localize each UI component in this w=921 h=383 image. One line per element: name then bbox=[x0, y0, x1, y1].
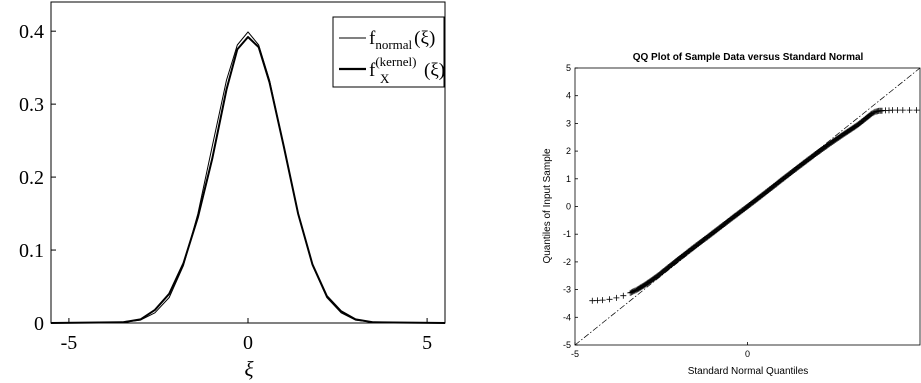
qq-y-tick-label: -3 bbox=[563, 285, 571, 295]
qq-y-tick-label: 3 bbox=[566, 118, 571, 128]
qq-point-marker bbox=[894, 107, 901, 114]
qq-point-marker bbox=[589, 297, 596, 304]
legend-normal-base: f bbox=[369, 28, 376, 49]
left-x-tick-label: 5 bbox=[422, 332, 432, 354]
legend-label-normal: fnormal (ξ) bbox=[369, 28, 435, 52]
series-line-normal bbox=[50, 31, 446, 324]
qq-y-tick-label: -4 bbox=[563, 312, 571, 322]
qq-y-tick-label: 5 bbox=[566, 63, 571, 73]
legend-normal-sub: normal bbox=[375, 37, 412, 52]
qq-point-marker bbox=[606, 296, 613, 303]
qq-y-tick-label: 4 bbox=[566, 91, 571, 101]
qq-title: QQ Plot of Sample Data versus Standard N… bbox=[633, 52, 864, 63]
legend-box bbox=[332, 16, 445, 88]
qq-x-tick-label: 0 bbox=[745, 349, 750, 359]
right-series-group bbox=[589, 107, 920, 304]
left-x-tick-label: -5 bbox=[61, 332, 78, 354]
left-series-group bbox=[50, 31, 446, 324]
left-legend: fnormal (ξ) f(kernel) X (ξ) bbox=[332, 16, 445, 88]
left-x-tick-label: 0 bbox=[243, 332, 253, 354]
qq-y-tick-label: 0 bbox=[566, 202, 571, 212]
left-axes-group: -5 0 5 0 0.1 0.2 0.3 0.4 bbox=[19, 21, 432, 354]
left-y-tick-label: 0.1 bbox=[19, 240, 44, 262]
qq-y-tick-label: 1 bbox=[566, 174, 571, 184]
qq-y-tick-label: -5 bbox=[563, 340, 571, 350]
qq-point-marker bbox=[906, 107, 913, 114]
qq-chart: QQ Plot of Sample Data versus Standard N… bbox=[542, 52, 921, 377]
left-y-tick-label: 0.3 bbox=[19, 94, 44, 116]
qq-point-marker bbox=[889, 107, 896, 114]
legend-item-kernel: f(kernel) X (ξ) bbox=[339, 54, 445, 86]
qq-y-axis-label: Quantiles of Input Sample bbox=[542, 148, 553, 264]
left-x-axis-label: ξ bbox=[245, 357, 254, 381]
qq-x-tick-label: -5 bbox=[571, 349, 579, 359]
left-y-tick-label: 0 bbox=[34, 313, 44, 335]
legend-label-kernel: f(kernel) X (ξ) bbox=[369, 54, 445, 86]
density-chart: -5 0 500.10.20.30.4 ξ fnormal (ξ) f(kernel)… bbox=[19, 1, 446, 381]
qq-point-marker bbox=[594, 297, 601, 304]
series-line-kernel bbox=[50, 36, 446, 324]
qq-point-marker bbox=[620, 292, 627, 299]
left-y-tick-label: 0.4 bbox=[19, 21, 44, 43]
legend-kernel-sup: (kernel) bbox=[375, 54, 416, 69]
right-axes-group: -5 0 -5 -4 -3 -2 -1 0 1 2 3 4 5 bbox=[563, 63, 750, 359]
qq-point-marker bbox=[913, 107, 920, 114]
qq-point-marker bbox=[613, 294, 620, 301]
legend-kernel-sub: X bbox=[380, 71, 390, 86]
legend-normal-arg: (ξ) bbox=[414, 28, 435, 49]
qq-y-tick-label: -2 bbox=[563, 257, 571, 267]
legend-kernel-base: f bbox=[369, 60, 376, 81]
qq-point-marker bbox=[599, 297, 606, 304]
legend-kernel-arg: (ξ) bbox=[424, 60, 445, 81]
qq-y-tick-label: 2 bbox=[566, 146, 571, 156]
legend-item-normal: fnormal (ξ) bbox=[339, 28, 435, 52]
left-y-tick-label: 0.2 bbox=[19, 167, 44, 189]
qq-x-axis-label: Standard Normal Quantiles bbox=[688, 366, 809, 377]
qq-y-tick-label: -1 bbox=[563, 229, 571, 239]
qq-point-marker bbox=[899, 107, 906, 114]
